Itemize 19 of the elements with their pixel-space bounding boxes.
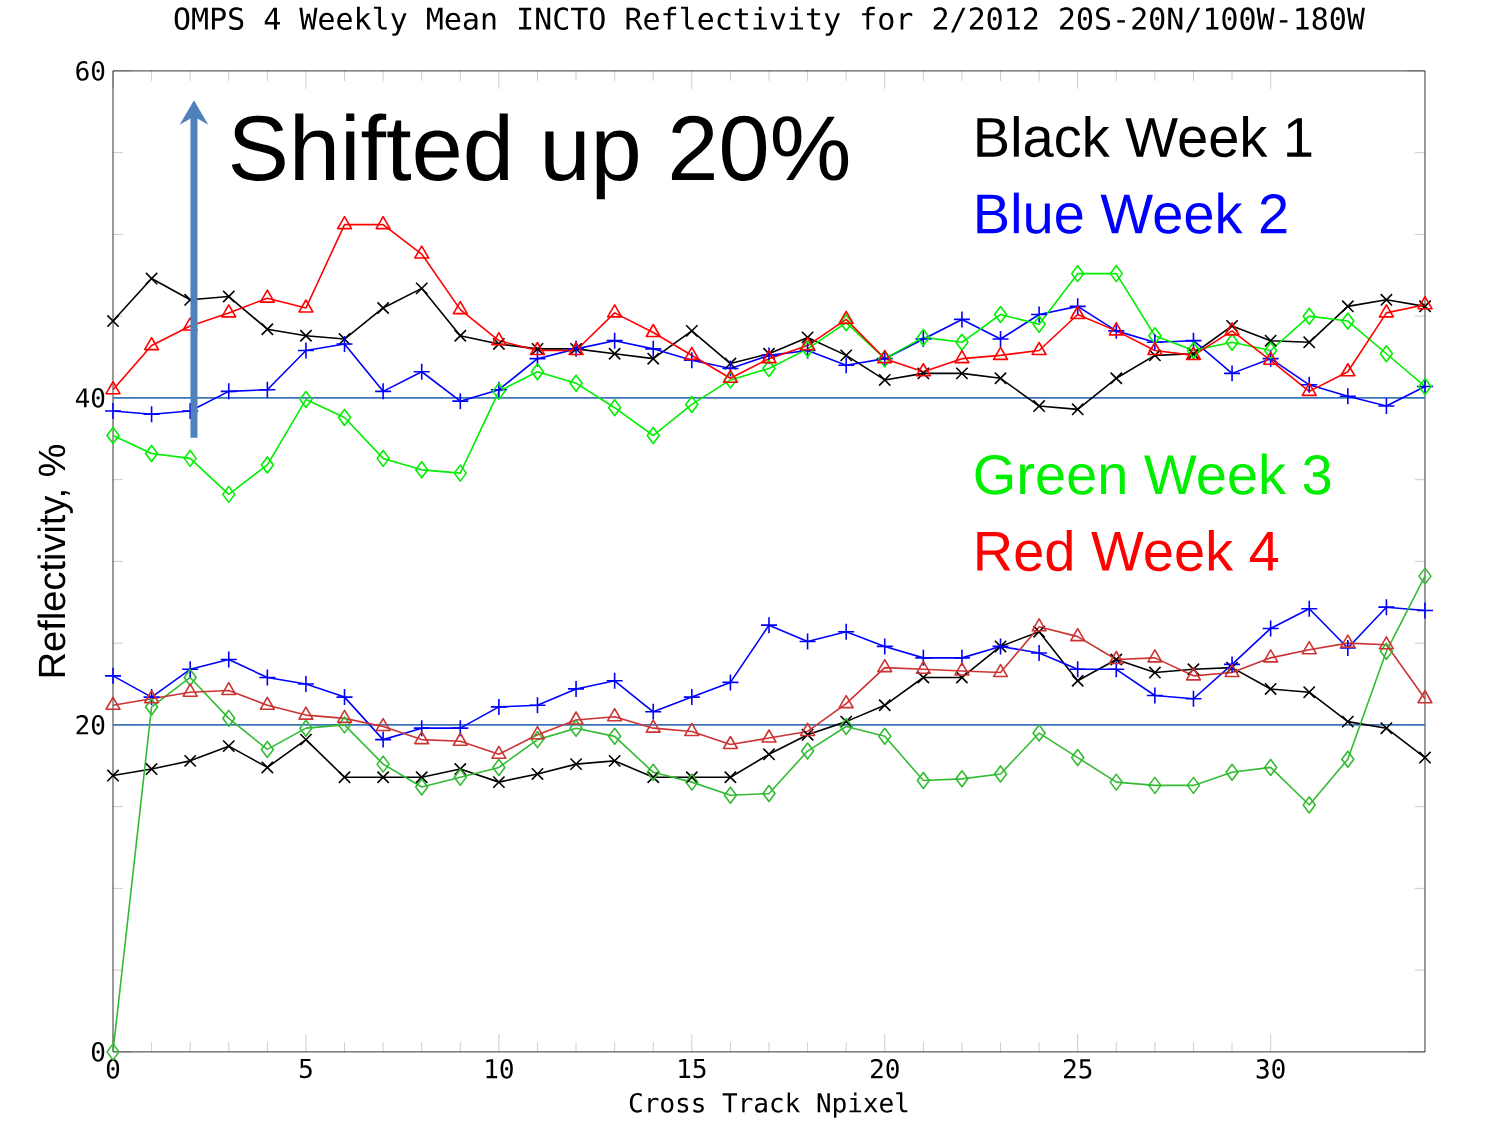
y-axis-title: Reflectivity, % [37,444,73,677]
x-tick-label: 20 [871,1059,899,1079]
series-label: Green Week 3 [975,453,1331,495]
x-axis-title: Cross Track Npixel [629,1092,908,1118]
x-tick-label: 10 [486,1059,513,1079]
y-tick-label: 0 [91,1042,105,1062]
text: Red Week 4 [977,530,1279,572]
x-tick-label: 25 [1063,1059,1092,1079]
y-tick-label: 60 [76,61,105,81]
y-tick-label: 20 [76,715,105,735]
annotation: Shifted up 20% [231,113,849,200]
x-tick-label: 30 [1256,1059,1285,1079]
x-tick-label: 5 [299,1059,312,1079]
text: Black Week 1 [977,116,1312,158]
chart-title: OMPS 4 Weekly Mean INCTO Reflectivity for 2/2012 20S-20N/100W-180W [174,6,1365,36]
x-tick-label: 0 [106,1059,120,1079]
x-tick-label: 15 [679,1059,706,1079]
series-label: Blue Week 2 [977,192,1287,234]
y-tick-label: 40 [75,388,105,408]
